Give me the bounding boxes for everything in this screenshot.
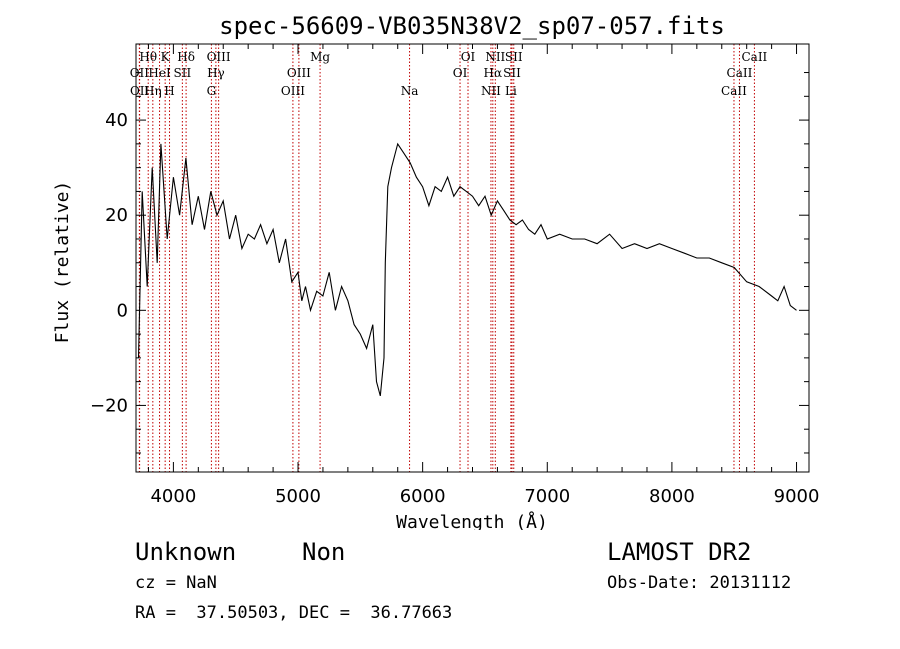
line-labels: HθOIIOIIHηKHeIHHδSIIOIIIHγGOIIIOIIIMgNaO… — [130, 50, 768, 98]
line-label: HeI — [148, 66, 171, 80]
x-tick-label: 6000 — [400, 486, 446, 507]
line-label: NII — [481, 84, 501, 98]
x-tick-label: 4000 — [150, 486, 196, 507]
y-axis: −20 0 20 40 — [90, 72, 809, 454]
line-label: SII — [174, 66, 192, 80]
line-label: Li — [505, 84, 517, 98]
line-label: OI — [453, 66, 468, 80]
x-tick-label: 9000 — [774, 486, 820, 507]
x-tick-label: 8000 — [649, 486, 695, 507]
line-label: OI — [461, 50, 476, 64]
x-axis-label: Wavelength (Å) — [396, 511, 548, 530]
line-label: Hη — [144, 84, 162, 98]
line-label: G — [207, 84, 217, 98]
obs-date: Obs-Date: 20131112 — [607, 573, 792, 593]
line-label: CaII — [721, 84, 747, 98]
spectrum-chart: spec-56609-VB035N38V2_sp07-057.fits Hθ OI… — [52, 12, 820, 530]
survey-name: LAMOST DR2 — [607, 538, 752, 566]
line-label: K — [161, 50, 171, 64]
y-tick-label: 20 — [105, 205, 128, 226]
object-subclass: Non — [302, 538, 346, 566]
x-axis: 4000 5000 6000 7000 8000 9000 — [147, 44, 820, 507]
x-tick-label: 7000 — [524, 486, 570, 507]
spectrum-line — [137, 142, 797, 397]
line-label: CaII — [727, 66, 753, 80]
line-label: Hθ — [139, 50, 157, 64]
line-label: Hδ — [177, 50, 195, 64]
line-label: OIII — [287, 66, 311, 80]
line-label: Mg — [310, 50, 330, 64]
line-label: H — [164, 84, 174, 98]
object-class: Unknown — [135, 538, 237, 566]
line-label: SII — [505, 50, 523, 64]
line-markers — [138, 44, 755, 472]
y-tick-label: −20 — [90, 395, 128, 416]
line-label: CaII — [741, 50, 767, 64]
y-axis-label: Flux (relative) — [52, 181, 73, 344]
coordinates: RA = 37.50503, DEC = 36.77663 — [135, 603, 453, 623]
line-label: OIII — [281, 84, 305, 98]
line-label: OII — [130, 84, 150, 98]
line-label: OIII — [207, 50, 231, 64]
x-tick-label: 5000 — [275, 486, 321, 507]
line-label: NII — [485, 50, 505, 64]
chart-title: spec-56609-VB035N38V2_sp07-057.fits — [219, 12, 725, 40]
y-tick-label: 40 — [105, 110, 128, 131]
line-label: Hα — [484, 66, 503, 80]
line-label: SII — [503, 66, 521, 80]
y-tick-label: 0 — [117, 300, 128, 321]
redshift-cz: cz = NaN — [135, 573, 217, 593]
line-label: Hγ — [207, 66, 225, 80]
line-label: Na — [401, 84, 419, 98]
